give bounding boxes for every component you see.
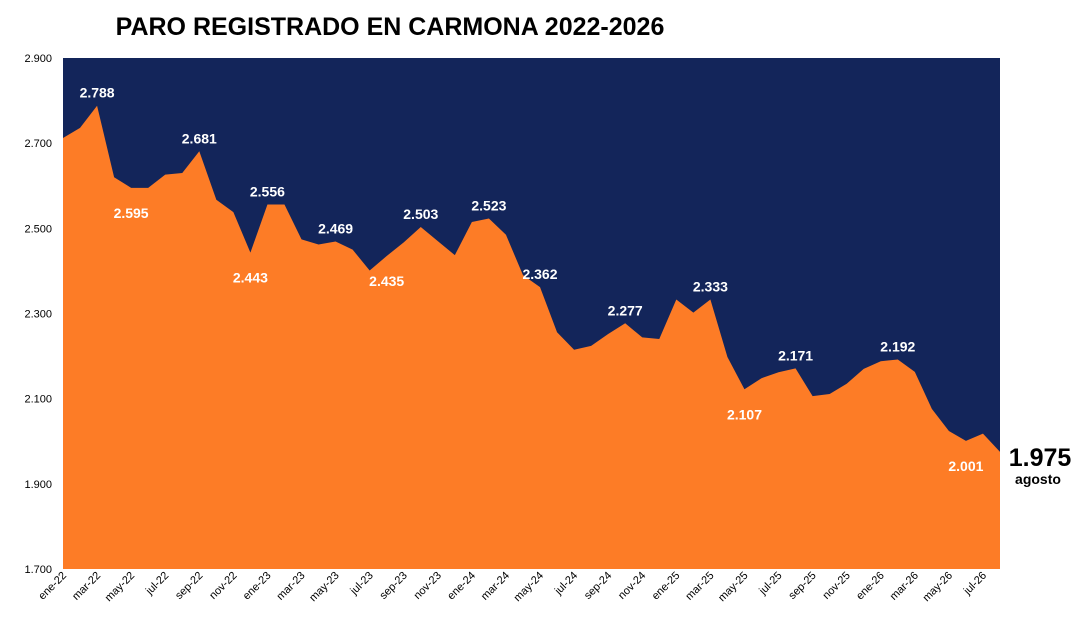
x-tick-label: mar-26 bbox=[888, 570, 921, 603]
data-label: 2.681 bbox=[182, 130, 217, 146]
final-month-label: agosto bbox=[1015, 471, 1061, 487]
x-tick-label: jul-26 bbox=[961, 570, 989, 598]
x-tick-label: may-25 bbox=[716, 570, 750, 604]
x-tick-label: nov-25 bbox=[821, 570, 853, 602]
data-label: 2.171 bbox=[778, 347, 813, 363]
x-tick-label: jul-24 bbox=[552, 570, 580, 598]
area-series bbox=[63, 105, 1000, 569]
x-tick-label: sep-22 bbox=[173, 570, 205, 602]
data-label: 2.277 bbox=[608, 302, 643, 318]
data-label: 2.192 bbox=[880, 339, 915, 355]
x-tick-label: sep-25 bbox=[786, 570, 818, 602]
data-label: 2.556 bbox=[250, 184, 285, 200]
data-label: 2.107 bbox=[727, 406, 762, 422]
x-tick-label: may-23 bbox=[307, 570, 341, 604]
data-label: 2.001 bbox=[948, 458, 983, 474]
y-tick-label: 2.700 bbox=[24, 138, 52, 150]
data-label: 2.469 bbox=[318, 221, 353, 237]
x-tick-label: jul-23 bbox=[348, 570, 376, 598]
data-label: 2.503 bbox=[403, 206, 438, 222]
x-tick-label: nov-24 bbox=[616, 570, 648, 602]
y-tick-label: 2.500 bbox=[24, 223, 52, 235]
x-tick-label: may-24 bbox=[512, 570, 546, 604]
data-label: 2.443 bbox=[233, 270, 268, 286]
x-tick-label: jul-25 bbox=[756, 570, 784, 598]
data-labels: 2.788 2.595 2.681 2.443 2.556 2.469 2.435 2.503… bbox=[80, 85, 984, 474]
y-tick-label: 1.900 bbox=[24, 479, 52, 491]
x-tick-label: ene-24 bbox=[445, 570, 478, 603]
y-axis-ticks: 1.700 1.900 2.100 2.300 2.500 2.700 2.900 bbox=[24, 53, 52, 576]
x-tick-label: sep-23 bbox=[378, 570, 410, 602]
x-tick-label: mar-24 bbox=[479, 570, 512, 603]
data-label: 2.788 bbox=[80, 85, 115, 101]
x-tick-label: mar-22 bbox=[70, 570, 103, 603]
data-label: 2.595 bbox=[114, 205, 149, 221]
y-tick-label: 2.100 bbox=[24, 394, 52, 406]
data-label: 2.333 bbox=[693, 278, 728, 294]
x-tick-label: ene-23 bbox=[241, 570, 274, 603]
x-tick-label: mar-25 bbox=[683, 570, 716, 603]
y-tick-label: 2.300 bbox=[24, 309, 52, 321]
data-label: 2.362 bbox=[522, 266, 557, 282]
x-tick-label: nov-22 bbox=[207, 570, 239, 602]
x-tick-label: mar-23 bbox=[274, 570, 307, 603]
x-tick-label: ene-26 bbox=[854, 570, 887, 603]
y-tick-label: 1.700 bbox=[24, 564, 52, 576]
x-tick-label: ene-25 bbox=[650, 570, 683, 603]
x-tick-label: nov-23 bbox=[412, 570, 444, 602]
data-label: 2.435 bbox=[369, 273, 404, 289]
y-tick-label: 2.900 bbox=[24, 53, 52, 65]
final-value-label: 1.975 bbox=[1009, 444, 1072, 472]
chart-title: PARO REGISTRADO EN CARMONA 2022-2026 bbox=[116, 13, 665, 41]
x-axis-ticks: ene-22 mar-22 may-22 jul-22 sep-22 nov-22 ene-… bbox=[36, 570, 989, 604]
data-label: 2.523 bbox=[471, 198, 506, 214]
x-tick-label: jul-22 bbox=[143, 570, 171, 598]
x-tick-label: may-26 bbox=[921, 570, 955, 604]
x-tick-label: may-22 bbox=[103, 570, 137, 604]
x-tick-label: sep-24 bbox=[582, 570, 614, 602]
